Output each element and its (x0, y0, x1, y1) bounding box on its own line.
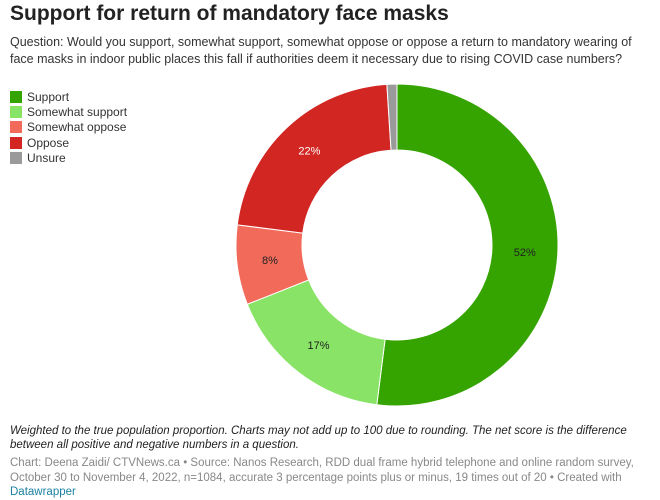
credit-link[interactable]: Datawrapper (10, 486, 76, 498)
legend-item: Somewhat support (10, 104, 127, 119)
chart-subtitle: Question: Would you support, somewhat su… (10, 35, 632, 66)
data-label: 17% (308, 340, 330, 352)
legend-label: Support (27, 89, 70, 104)
legend-item: Support (10, 89, 127, 104)
legend-swatch (10, 121, 22, 134)
slice (386, 83, 398, 151)
source: Chart: Deena Zaidi/ CTVNews.ca • Source:… (10, 456, 650, 500)
data-label: 8% (262, 255, 278, 267)
legend-label: Unsure (27, 150, 66, 165)
data-label: 22% (298, 146, 320, 158)
legend-swatch (10, 90, 22, 103)
chart-title: Support for return of mandatory face mas… (10, 2, 449, 25)
footnote: Weighted to the true population proporti… (10, 425, 627, 451)
slice (236, 83, 392, 234)
source-text: Chart: Deena Zaidi/ CTVNews.ca • Source:… (10, 457, 634, 484)
data-label: 52% (514, 247, 536, 259)
legend-swatch (10, 105, 22, 118)
legend-label: Oppose (27, 135, 70, 150)
legend-label: Somewhat support (27, 104, 128, 119)
slice (376, 83, 559, 407)
legend-swatch (10, 151, 22, 164)
legend: Support Somewhat support Somewhat oppose Op… (10, 89, 127, 165)
chart: 52% 17% 8% 22% (235, 83, 559, 407)
legend-item: Unsure (10, 150, 127, 165)
legend-label: Somewhat oppose (27, 120, 127, 135)
legend-item: Somewhat oppose (10, 120, 127, 135)
legend-item: Oppose (10, 135, 127, 150)
legend-swatch (10, 136, 22, 149)
